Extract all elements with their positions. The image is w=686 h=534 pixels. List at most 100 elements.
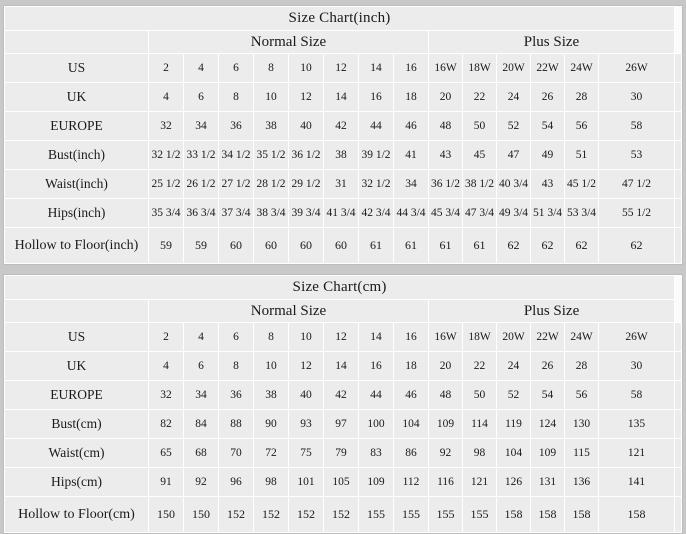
data-cell: 42 3/4	[358, 198, 394, 228]
data-cell: 79	[323, 438, 359, 468]
data-cell: 28	[564, 82, 599, 112]
data-cell: 61	[428, 227, 463, 264]
data-cell: 52	[496, 380, 531, 410]
data-cell: 26W	[597, 53, 676, 83]
data-cell: 44	[358, 111, 394, 141]
data-cell: 38 3/4	[253, 198, 289, 228]
data-cell: 53 3/4	[564, 198, 599, 228]
data-cell: 34	[183, 111, 219, 141]
data-cell: 136	[564, 467, 599, 497]
data-cell: 26 1/2	[183, 169, 219, 199]
data-cell: 8	[218, 351, 254, 381]
data-cell: 24	[496, 82, 531, 112]
data-cell: 158	[496, 496, 531, 533]
data-cell: 32 1/2	[358, 169, 394, 199]
group-header-row: Normal Size Plus Size	[4, 299, 682, 323]
data-cell: 31	[323, 169, 359, 199]
title-row: Size Chart(cm)	[3, 275, 682, 300]
row-label: Waist(cm)	[4, 438, 149, 468]
data-cell: 53	[597, 140, 676, 170]
data-cell: 45	[462, 140, 497, 170]
empty-cell	[674, 467, 682, 497]
row-label: UK	[4, 351, 149, 381]
data-cell: 56	[564, 111, 599, 141]
data-cell: 70	[218, 438, 254, 468]
data-cell: 12	[288, 82, 324, 112]
data-cell: 38	[253, 111, 289, 141]
data-cell: 155	[358, 496, 394, 533]
data-cell: 46	[393, 380, 429, 410]
data-cell: 16	[358, 82, 394, 112]
data-cell: 16W	[428, 322, 463, 352]
data-cell: 61	[358, 227, 394, 264]
data-cell: 20W	[496, 322, 531, 352]
data-cell: 62	[597, 227, 676, 264]
data-cell: 98	[462, 438, 497, 468]
data-cell: 60	[218, 227, 254, 264]
data-cell: 45 1/2	[564, 169, 599, 199]
data-cell: 100	[358, 409, 394, 439]
empty-cell	[674, 438, 682, 468]
data-cell: 84	[183, 409, 219, 439]
data-cell: 2	[148, 53, 184, 83]
data-cell: 18	[393, 82, 429, 112]
data-cell: 44 3/4	[393, 198, 429, 228]
data-cell: 24W	[564, 322, 599, 352]
data-cell: 47 1/2	[597, 169, 676, 199]
data-cell: 75	[288, 438, 324, 468]
data-cell: 112	[393, 467, 429, 497]
data-cell: 83	[358, 438, 394, 468]
data-cell: 109	[358, 467, 394, 497]
data-cell: 59	[148, 227, 184, 264]
data-cell: 51	[564, 140, 599, 170]
data-cell: 16W	[428, 53, 463, 83]
data-cell: 38 1/2	[462, 169, 497, 199]
data-cell: 22	[462, 351, 497, 381]
data-cell: 41	[393, 140, 429, 170]
data-cell: 22W	[530, 53, 565, 83]
data-cell: 44	[358, 380, 394, 410]
empty-cell	[674, 140, 682, 170]
data-cell: 36 1/2	[288, 140, 324, 170]
data-cell: 39 3/4	[288, 198, 324, 228]
data-cell: 45 3/4	[428, 198, 463, 228]
empty-cell	[674, 198, 682, 228]
chart-title: Size Chart(cm)	[3, 275, 676, 300]
data-cell: 10	[288, 322, 324, 352]
data-cell: 18W	[462, 322, 497, 352]
data-cell: 14	[358, 53, 394, 83]
data-cell: 50	[462, 111, 497, 141]
group-header-normal-size: Normal Size	[148, 30, 429, 54]
data-cell: 26	[530, 82, 565, 112]
data-cell: 62	[530, 227, 565, 264]
data-cell: 16	[393, 322, 429, 352]
data-cell: 155	[428, 496, 463, 533]
data-cell: 49	[530, 140, 565, 170]
data-cell: 10	[288, 53, 324, 83]
data-cell: 36 3/4	[183, 198, 219, 228]
empty-cell	[674, 169, 682, 199]
row-label: Waist(inch)	[4, 169, 149, 199]
data-cell: 8	[253, 53, 289, 83]
data-cell: 4	[183, 53, 219, 83]
data-cell: 35 3/4	[148, 198, 184, 228]
data-cell: 46	[393, 111, 429, 141]
data-cell: 34	[393, 169, 429, 199]
data-cell: 36	[218, 380, 254, 410]
data-cell: 86	[393, 438, 429, 468]
data-cell: 104	[393, 409, 429, 439]
data-cell: 12	[323, 53, 359, 83]
data-cell: 93	[288, 409, 324, 439]
data-cell: 39 1/2	[358, 140, 394, 170]
data-cell: 152	[323, 496, 359, 533]
data-cell: 6	[183, 82, 219, 112]
row-label: Hips(inch)	[4, 198, 149, 228]
table-row: EUROPE 32 34 36 38 40 42 44 46 48 50 52 54 56 58	[4, 380, 682, 410]
data-cell: 43	[428, 140, 463, 170]
data-cell: 68	[183, 438, 219, 468]
empty-cell	[674, 380, 682, 410]
data-cell: 61	[462, 227, 497, 264]
data-cell: 20	[428, 82, 463, 112]
data-cell: 28	[564, 351, 599, 381]
empty-cell	[674, 322, 682, 352]
